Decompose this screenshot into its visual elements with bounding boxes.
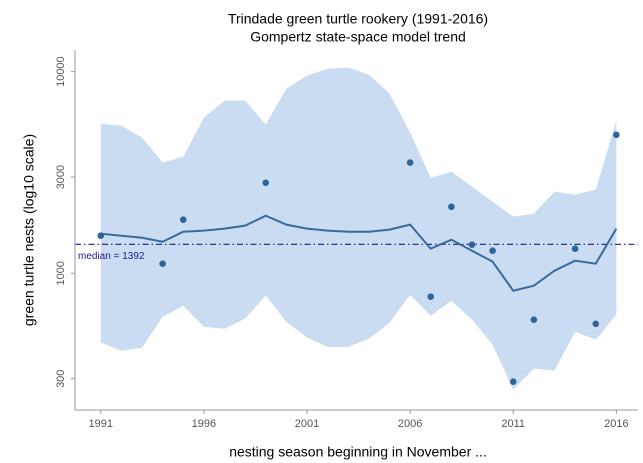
y-tick-label: 3000 (55, 165, 67, 189)
observation-point (179, 216, 187, 223)
observation-point (97, 232, 105, 239)
confidence-band (100, 67, 617, 390)
observation-point (530, 316, 538, 323)
observation-point (509, 378, 517, 386)
y-axis-label: green turtle nests (log10 scale) (21, 134, 37, 326)
x-tick-label: 2011 (501, 418, 525, 430)
x-axis-label: nesting season beginning in November ... (229, 444, 487, 460)
y-tick-label: 1000 (55, 261, 67, 285)
observation-point (468, 241, 476, 248)
y-tick-label: 300 (55, 370, 67, 388)
observation-point (571, 245, 579, 253)
y-tick-label: 10000 (55, 56, 67, 87)
x-tick-label: 2016 (604, 418, 628, 430)
observation-point (159, 260, 166, 267)
observation-point (262, 179, 270, 187)
x-tick-label: 2001 (295, 418, 319, 430)
observation-point (613, 131, 620, 139)
observation-point (448, 203, 455, 211)
observation-point (489, 247, 496, 254)
median-label: median = 1392 (78, 251, 145, 262)
x-tick-label: 1991 (89, 418, 113, 430)
observation-point (406, 159, 414, 166)
x-tick-label: 2006 (398, 418, 422, 430)
observation-point (592, 320, 600, 328)
trend-line (100, 214, 618, 292)
x-tick-label: 1996 (192, 418, 216, 430)
observation-point (427, 293, 435, 300)
chart-title: Trindade green turtle rookery (1991-2016… (228, 11, 488, 27)
chart-subtitle: Gompertz state-space model trend (250, 29, 466, 45)
